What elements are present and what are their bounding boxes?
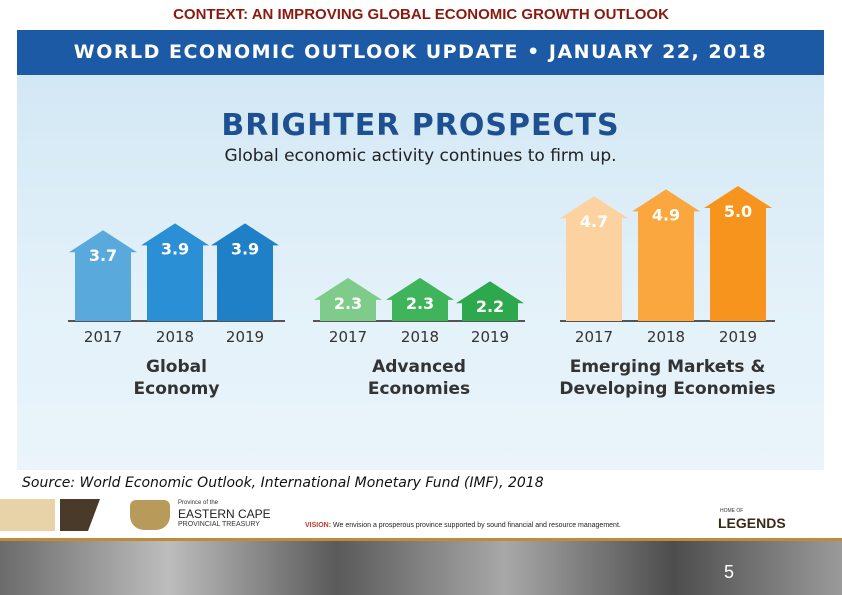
chart: 3.7 2017 3.9 2018 3.9 2019 2.3 2017 2.3 2018 2.2 20…	[68, 186, 775, 346]
decor-box	[60, 499, 100, 531]
logo-text: Province of the	[178, 500, 219, 506]
arrow-bar	[560, 196, 628, 321]
x-tick-label: 2019	[471, 328, 509, 346]
crest-logo	[130, 500, 170, 530]
x-tick-label: 2018	[401, 328, 439, 346]
logo-text: EASTERN CAPE	[178, 507, 271, 521]
value-label: 2.3	[334, 294, 362, 313]
arrow-bar	[141, 223, 209, 321]
arrow-bar	[632, 189, 700, 321]
group-title: Emerging Markets & Developing Economies	[559, 357, 776, 399]
value-label: 2.3	[406, 294, 434, 313]
x-tick-label: 2018	[156, 328, 194, 346]
group-title: Global Economy	[133, 357, 220, 399]
logo-text: HOME OF	[720, 508, 744, 514]
decor-box	[0, 499, 55, 531]
x-tick-label: 2019	[719, 328, 757, 346]
value-label: 3.9	[161, 239, 189, 258]
vision-text: We envision a prosperous province suppor…	[333, 522, 621, 529]
arrow-bar	[69, 230, 137, 321]
arrow-bar	[211, 223, 279, 321]
footer-image	[0, 538, 842, 595]
subheadline: Global economic activity continues to fi…	[224, 146, 617, 166]
x-tick-label: 2017	[329, 328, 367, 346]
value-label: 4.9	[652, 205, 680, 224]
logo-text: PROVINCIAL TREASURY	[178, 521, 260, 528]
x-tick-label: 2019	[226, 328, 264, 346]
vision-statement: VISION: We envision a prosperous provinc…	[305, 522, 621, 529]
x-tick-label: 2018	[647, 328, 685, 346]
logo-text: LEGENDS	[718, 515, 786, 531]
page-number: 5	[724, 562, 735, 582]
slide-title: CONTEXT: AN IMPROVING GLOBAL ECONOMIC GR…	[173, 6, 669, 23]
x-tick-label: 2017	[575, 328, 613, 346]
vision-label: VISION:	[305, 522, 332, 529]
headline: BRIGHTER PROSPECTS	[221, 108, 620, 143]
group-title: Advanced Economies	[367, 357, 471, 399]
value-label: 3.7	[89, 246, 117, 265]
value-label: 3.9	[231, 239, 259, 258]
value-label: 4.7	[580, 212, 608, 231]
source-note: Source: World Economic Outlook, Internat…	[22, 475, 544, 491]
value-label: 2.2	[476, 297, 504, 316]
x-tick-label: 2017	[84, 328, 122, 346]
arrow-bar	[314, 277, 382, 321]
arrow-bar	[386, 277, 454, 321]
banner: WORLD ECONOMIC OUTLOOK UPDATE • JANUARY …	[17, 30, 824, 75]
value-label: 5.0	[724, 202, 752, 221]
arrow-bar	[456, 281, 524, 321]
arrow-bar	[704, 186, 772, 321]
